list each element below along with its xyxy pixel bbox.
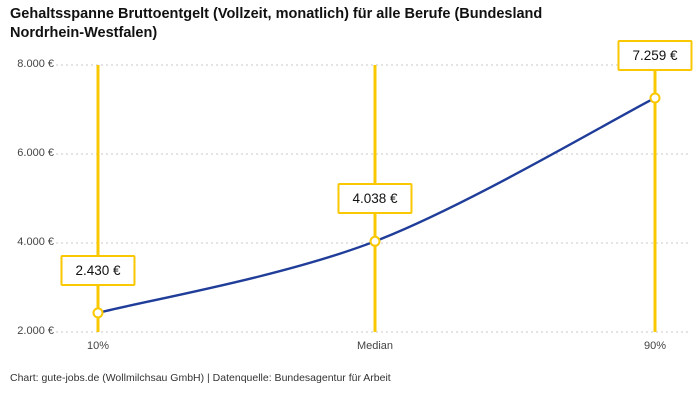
data-point-marker [369,235,381,247]
x-axis-category-label: 10% [86,340,110,352]
y-axis-tick-label: 2.000 € [17,325,54,337]
y-axis-tick-label: 4.000 € [17,236,54,248]
data-point-marker [649,92,661,104]
data-point-marker [92,307,104,319]
x-axis-category-label: 90% [643,340,667,352]
value-annotation-box: 4.038 € [337,183,413,215]
value-annotation-box: 7.259 € [617,39,693,71]
y-axis-tick-label: 6.000 € [17,147,54,159]
x-axis-category-label: Median [356,340,394,352]
chart-footer-attribution: Chart: gute-jobs.de (Wollmilchsau GmbH) … [10,372,391,384]
chart-title: Gehaltsspanne Bruttoentgelt (Vollzeit, m… [10,6,543,41]
value-annotation-box: 2.430 € [60,254,136,286]
y-axis-tick-label: 8.000 € [17,58,54,70]
